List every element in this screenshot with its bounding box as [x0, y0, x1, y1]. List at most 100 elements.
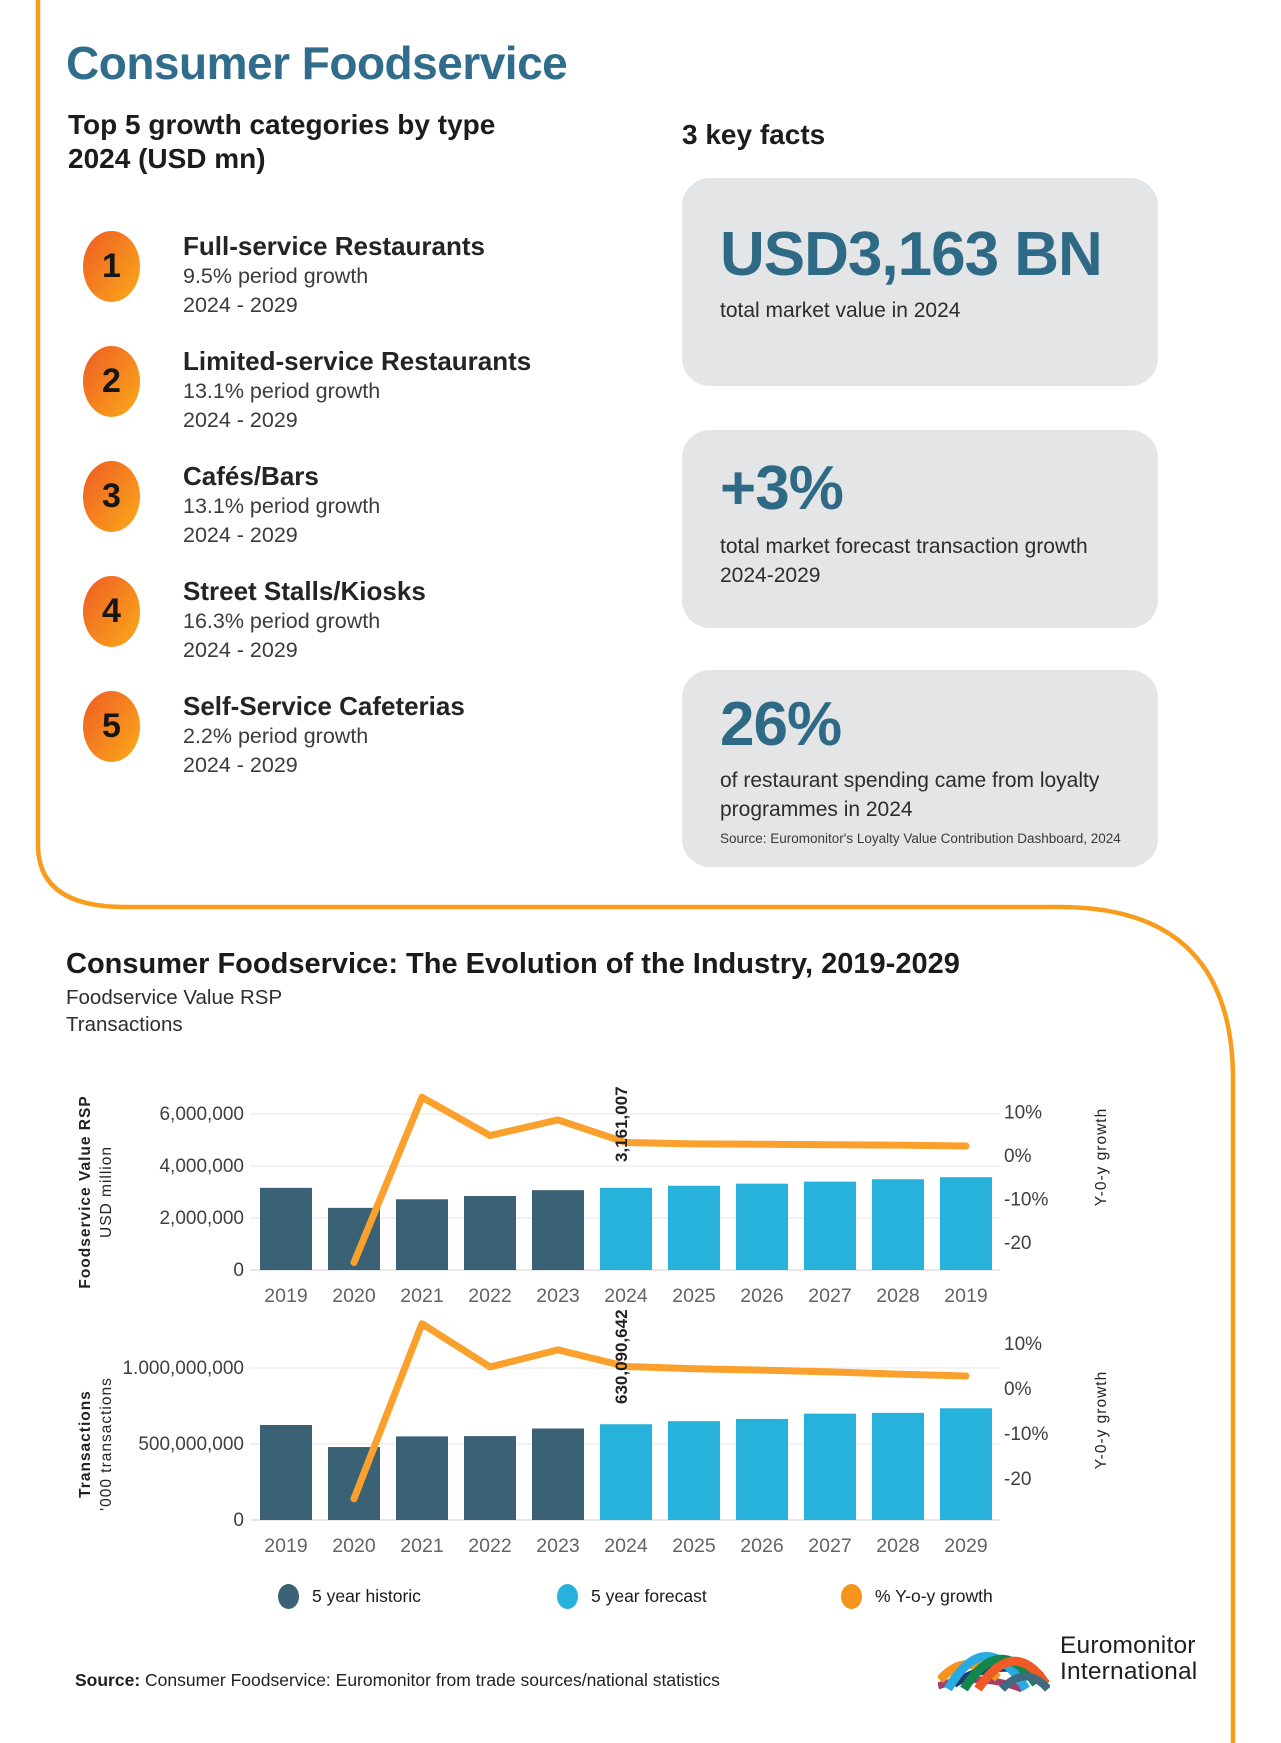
fact-box-market-value: USD3,163 BN total market value in 2024 [682, 178, 1158, 386]
left-axis-subtitle: '000 transactions [98, 1377, 115, 1511]
legend-label: 5 year forecast [591, 1586, 707, 1606]
x-axis-label: 2027 [808, 1285, 851, 1307]
category-growth: 16.3% period growth [183, 609, 381, 633]
left-axis-tick: 0 [233, 1510, 244, 1531]
category-range: 2024 - 2029 [183, 293, 298, 317]
x-axis-label: 2025 [672, 1285, 716, 1307]
bar-2023 [532, 1190, 584, 1270]
bar-data-label: 3,161,007 [612, 1086, 631, 1162]
left-axis-title: Foodservice Value RSP [77, 1095, 94, 1288]
category-range: 2024 - 2029 [183, 408, 298, 432]
x-axis-label: 2028 [876, 1285, 919, 1307]
fact-value: 26% [720, 690, 842, 759]
x-axis-label: 2021 [400, 1535, 443, 1557]
fact-desc: of restaurant spending came from loyalty [720, 769, 1100, 792]
bar-2019 [260, 1425, 312, 1520]
bar-2021 [396, 1199, 448, 1270]
key-facts-heading: 3 key facts [682, 119, 826, 150]
top5-heading-line2: 2024 (USD mn) [68, 143, 266, 174]
legend-item-growth: % Y-o-y growth [841, 1584, 993, 1609]
growth-swatch-icon [841, 1584, 862, 1609]
rank-5-badge: 5 [83, 691, 140, 762]
fact-desc: 2024-2029 [720, 564, 821, 587]
top5-heading: Top 5 growth categories by type 2024 (US… [68, 108, 495, 176]
category-growth: 9.5% period growth [183, 264, 369, 288]
bar-2026 [736, 1183, 788, 1270]
x-axis-label: 2023 [536, 1535, 579, 1557]
rank-3-badge: 3 [83, 461, 140, 532]
logo-line1: Euromonitor [1060, 1632, 1196, 1659]
category-name: Cafés/Bars [183, 461, 319, 491]
bar-2025 [668, 1421, 720, 1520]
category-range: 2024 - 2029 [183, 638, 298, 662]
left-axis-tick: 2,000,000 [159, 1208, 244, 1229]
fact-desc: total market value in 2024 [720, 299, 961, 322]
right-axis-title: Y-0-y growth [1093, 1371, 1110, 1469]
fact-desc: total market forecast transaction growth [720, 535, 1088, 558]
x-axis-label: 2019 [264, 1285, 307, 1307]
x-axis-label: 2020 [332, 1535, 376, 1557]
bar-2022 [464, 1436, 516, 1520]
rank-number: 2 [102, 362, 121, 400]
rank-1-badge: 1 [83, 231, 140, 302]
category-growth: 2.2% period growth [183, 724, 369, 748]
bar-2027 [804, 1181, 856, 1270]
x-axis-label: 2022 [468, 1285, 511, 1307]
bar-2026 [736, 1418, 788, 1520]
source-label: Source: [75, 1670, 141, 1690]
legend-item-historic: 5 year historic [278, 1584, 421, 1609]
right-axis-tick: -10% [1004, 1190, 1048, 1211]
bar-2023 [532, 1428, 584, 1520]
category-range: 2024 - 2029 [183, 753, 298, 777]
bar-2028 [872, 1179, 924, 1270]
right-axis-tick: 0% [1004, 1146, 1032, 1167]
yoy-growth-line [350, 1093, 970, 1267]
forecast-swatch-icon [557, 1584, 578, 1609]
category-name: Full-service Restaurants [183, 231, 486, 261]
yoy-growth-line [350, 1320, 970, 1503]
euromonitor-logo-icon [938, 1652, 1050, 1692]
left-axis-tick: 6,000,000 [159, 1104, 244, 1125]
right-axis-title: Y-0-y growth [1093, 1108, 1110, 1206]
x-axis-label: 2028 [876, 1535, 919, 1557]
historic-swatch-icon [278, 1584, 299, 1609]
x-axis-label: 2022 [468, 1535, 511, 1557]
right-axis-tick: 10% [1004, 1103, 1042, 1124]
rank-4-badge: 4 [83, 576, 140, 647]
rank-number: 1 [102, 247, 121, 285]
rank-number: 3 [102, 477, 121, 515]
bar-2025 [668, 1185, 720, 1270]
x-axis-label: 2020 [332, 1285, 376, 1307]
top5-heading-line1: Top 5 growth categories by type [68, 109, 496, 140]
category-name: Self-Service Cafeterias [183, 691, 465, 721]
fact-box-loyalty: 26% of restaurant spending came from loy… [682, 670, 1158, 867]
legend-label: % Y-o-y growth [875, 1586, 993, 1606]
right-axis-tick: -10% [1004, 1424, 1048, 1445]
category-range: 2024 - 2029 [183, 523, 298, 547]
rank-number: 5 [102, 707, 121, 745]
bar-2024 [600, 1424, 652, 1520]
bar-2019 [940, 1177, 992, 1270]
x-axis-label: 2029 [944, 1535, 987, 1557]
left-axis-tick: 0 [233, 1260, 244, 1281]
bar-2024 [600, 1187, 652, 1270]
left-axis-tick: 1.000,000,000 [122, 1358, 244, 1379]
right-axis-tick: 0% [1004, 1379, 1032, 1400]
bar-2027 [804, 1413, 856, 1520]
category-growth: 13.1% period growth [183, 494, 381, 518]
fact-desc: programmes in 2024 [720, 798, 913, 821]
right-axis-tick: -20 [1004, 1469, 1031, 1490]
rank-number: 4 [102, 592, 121, 630]
fact-source-note: Source: Euromonitor's Loyalty Value Cont… [720, 831, 1121, 846]
left-axis-tick: 500,000,000 [138, 1434, 244, 1455]
x-axis-label: 2024 [604, 1535, 648, 1557]
x-axis-label: 2027 [808, 1535, 851, 1557]
chart-section-title: Consumer Foodservice: The Evolution of t… [66, 948, 960, 980]
x-axis-label: 2023 [536, 1285, 579, 1307]
left-axis-subtitle: USD million [98, 1146, 115, 1238]
chart-subtitle-transactions: Transactions [66, 1013, 183, 1036]
rank-2-badge: 2 [83, 346, 140, 417]
left-axis-title: Transactions [77, 1390, 94, 1498]
